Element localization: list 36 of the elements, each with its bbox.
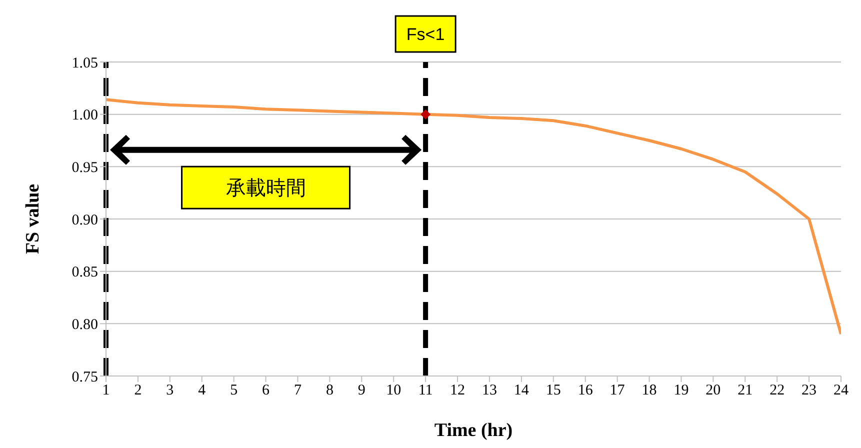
x-tick-label: 11 [418, 382, 433, 399]
y-axis-title: FS value [22, 184, 44, 254]
ref-line-label: Fs<1 [406, 25, 445, 44]
y-tick-label: 1.00 [72, 108, 98, 124]
x-tick-label: 8 [326, 382, 334, 399]
x-tick-label: 7 [294, 382, 302, 399]
x-tick-label: 20 [706, 382, 721, 399]
x-tick-label: 3 [166, 382, 174, 399]
x-tick-label: 10 [386, 382, 402, 399]
x-tick-label: 6 [262, 382, 270, 399]
x-tick-label: 5 [230, 382, 238, 399]
x-tick-label: 9 [358, 382, 366, 399]
x-tick-label: 2 [134, 382, 142, 399]
x-tick-label: 14 [514, 382, 530, 399]
y-tick-label: 0.75 [72, 369, 98, 386]
x-tick-label: 24 [834, 382, 849, 399]
y-tick-label: 0.85 [72, 264, 98, 281]
x-axis-title: Time (hr) [434, 420, 513, 441]
text-box: 承載時間 [181, 166, 351, 210]
x-tick-label: 12 [450, 382, 466, 399]
y-tick-label: 0.80 [72, 316, 98, 333]
x-tick-label: 17 [610, 382, 626, 399]
y-tick-label: 0.90 [72, 212, 98, 228]
x-tick-label: 19 [674, 382, 689, 399]
y-tick-label: 0.95 [72, 160, 98, 176]
x-tick-label: 16 [578, 382, 594, 399]
x-tick-label: 18 [642, 382, 657, 399]
annotation: 承載時間 [226, 176, 306, 200]
x-tick-label: 4 [198, 382, 206, 399]
x-tick-label: 21 [738, 382, 753, 399]
x-tick-label: 15 [546, 382, 561, 399]
x-tick-label: 13 [482, 382, 497, 399]
y-tick-label: 1.05 [72, 55, 98, 72]
x-tick-label: 1 [102, 382, 110, 399]
x-tick-label: 23 [802, 382, 817, 399]
x-tick-label: 22 [770, 382, 785, 399]
